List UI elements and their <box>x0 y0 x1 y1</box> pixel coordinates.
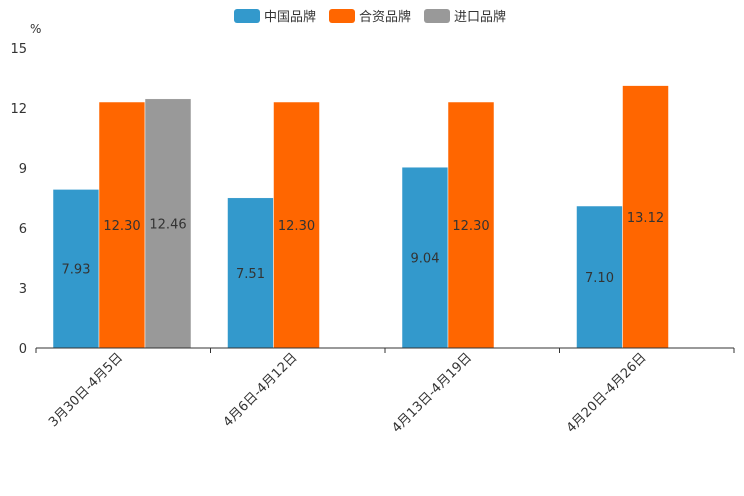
bar[interactable] <box>144 98 192 349</box>
bar-value-label: 12.30 <box>278 219 315 234</box>
bar[interactable] <box>227 197 274 349</box>
legend: 中国品牌 合资品牌 进口品牌 <box>234 9 506 25</box>
bar[interactable] <box>447 101 495 349</box>
bar-value-label: 12.30 <box>103 219 140 234</box>
legend-label-china: 中国品牌 <box>264 9 316 25</box>
x-tick-label: 3月30日-4月5日 <box>46 350 126 430</box>
y-tick-label: 9 <box>19 162 27 177</box>
legend-swatch-jv <box>329 9 355 23</box>
y-tick-label: 15 <box>10 42 27 57</box>
bar-value-label: 7.93 <box>62 263 91 278</box>
x-axis-labels: 3月30日-4月5日 4月6日-4月12日 4月13日-4月19日 4月20日-4月2… <box>46 350 649 436</box>
x-tick-label: 4月20日-4月26日 <box>564 350 650 436</box>
legend-item-import[interactable]: 进口品牌 <box>424 9 506 25</box>
y-axis-unit: % <box>30 22 41 36</box>
legend-swatch-import <box>424 9 450 23</box>
legend-label-jv: 合资品牌 <box>359 9 411 25</box>
x-tick-label: 4月6日-4月12日 <box>221 350 301 430</box>
y-tick-label: 3 <box>19 282 27 297</box>
bar[interactable] <box>576 205 623 349</box>
bars <box>52 85 669 349</box>
bar-value-label: 9.04 <box>411 252 440 267</box>
bar-value-label: 7.10 <box>585 271 614 286</box>
bar[interactable] <box>98 101 146 349</box>
legend-label-import: 进口品牌 <box>454 9 506 25</box>
x-axis-ticks <box>35 348 735 353</box>
bar-value-label: 13.12 <box>627 211 664 226</box>
bar-value-label: 12.30 <box>452 219 489 234</box>
bar-value-label: 7.51 <box>236 267 265 282</box>
legend-swatch-china <box>234 9 260 23</box>
x-axis: 3月30日-4月5日 4月6日-4月12日 4月13日-4月19日 4月20日-4月2… <box>35 347 735 436</box>
legend-item-china[interactable]: 中国品牌 <box>234 9 316 25</box>
bar[interactable] <box>52 189 100 349</box>
y-tick-label: 0 <box>19 342 27 357</box>
y-tick-label: 12 <box>10 102 27 117</box>
bar[interactable] <box>273 101 320 349</box>
legend-item-jv[interactable]: 合资品牌 <box>329 9 411 25</box>
x-tick-label: 4月13日-4月19日 <box>389 350 475 436</box>
bar[interactable] <box>401 166 449 349</box>
y-axis: 0 3 6 9 12 15 <box>10 42 27 357</box>
bar-labels: 7.93 12.30 12.46 7.51 12.30 9.04 12.30 7.10 13.1… <box>62 211 665 286</box>
bar-value-label: 12.46 <box>149 217 186 232</box>
y-tick-label: 6 <box>19 222 27 237</box>
